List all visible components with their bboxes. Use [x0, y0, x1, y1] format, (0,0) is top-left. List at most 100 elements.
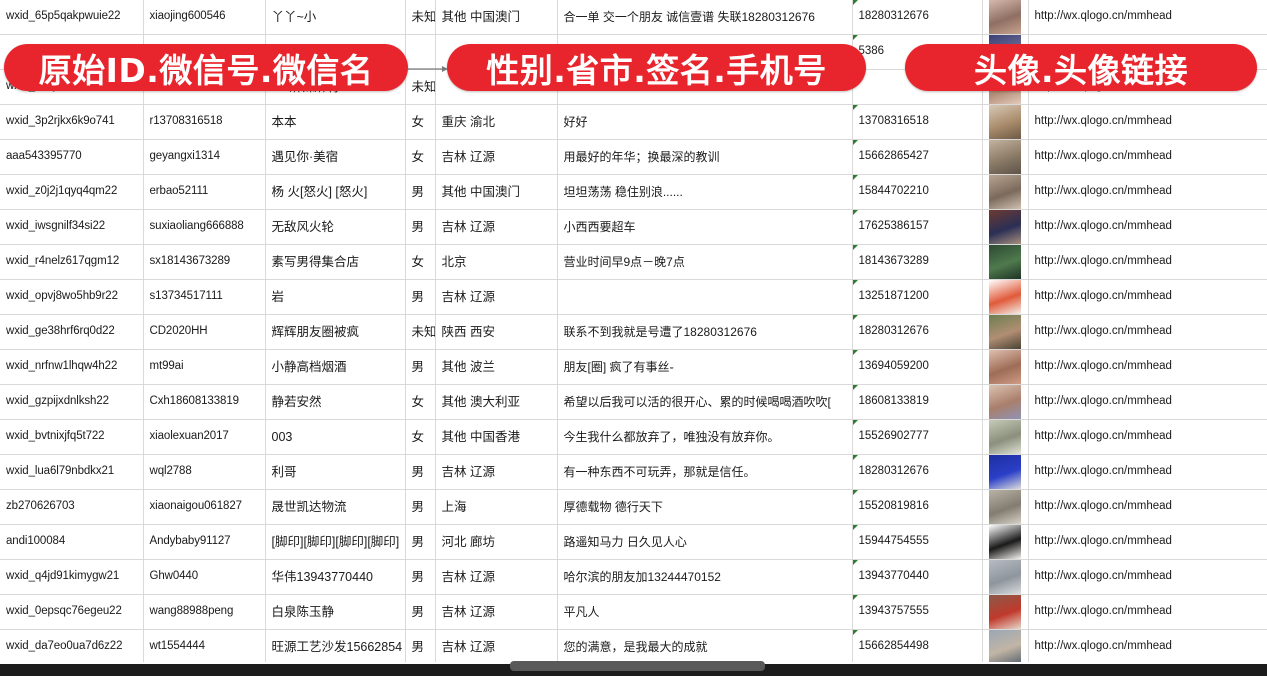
cell-gender[interactable]: 男 [405, 454, 436, 490]
cell-phone[interactable]: 18280312676 [852, 0, 983, 35]
cell-gender[interactable]: 未知 [405, 0, 436, 35]
cell-avatar[interactable] [982, 104, 1029, 140]
cell-url[interactable]: http://wx.qlogo.cn/mmhead [1028, 279, 1267, 315]
cell-wxid[interactable]: mt99ai [143, 349, 266, 385]
table-row[interactable]: wxid_gzpijxdnlksh22 Cxh18608133819 静若安然女其他… [0, 384, 1267, 420]
cell-gender[interactable]: 男 [405, 209, 436, 245]
cell-phone[interactable]: 15662865427 [852, 139, 983, 175]
cell-sign[interactable]: 合一单 交一个朋友 诚信壹谱 失联18280312676 [557, 0, 853, 35]
cell-name[interactable]: 白泉陈玉静 [265, 594, 406, 630]
cell-wxid[interactable]: Ghw0440 [143, 559, 266, 595]
cell-sign[interactable]: 厚德载物 德行天下 [557, 489, 853, 525]
cell-url[interactable]: http://wx.qlogo.cn/mmhead [1028, 209, 1267, 245]
cell-url[interactable]: http://wx.qlogo.cn/mmhead [1028, 419, 1267, 455]
cell-avatar[interactable] [982, 244, 1029, 280]
cell-sign[interactable]: 坦坦荡荡 稳住别浪...... [557, 174, 853, 210]
cell-wxid[interactable]: sx18143673289 [143, 244, 266, 280]
cell-name[interactable]: 丫丫~小 [265, 0, 406, 35]
cell-gender[interactable]: 男 [405, 629, 436, 665]
cell-phone[interactable]: 15844702210 [852, 174, 983, 210]
cell-gender[interactable]: 男 [405, 594, 436, 630]
cell-url[interactable]: http://wx.qlogo.cn/mmhead [1028, 139, 1267, 175]
cell-avatar[interactable] [982, 559, 1029, 595]
table-row[interactable]: wxid_da7eo0ua7d6z22 wt1554444 旺源工艺沙发156628… [0, 629, 1267, 665]
cell-gender[interactable] [405, 34, 436, 70]
cell-gender[interactable]: 男 [405, 559, 436, 595]
cell-region[interactable]: 吉林 辽源 [435, 209, 558, 245]
cell-name[interactable]: 003 [265, 419, 406, 455]
cell-avatar[interactable] [982, 209, 1029, 245]
cell-wxid[interactable]: geyangxi1314 [143, 139, 266, 175]
cell-avatar[interactable] [982, 419, 1029, 455]
cell-sign[interactable]: 小西西要超车 [557, 209, 853, 245]
table-row[interactable]: andi100084 Andybaby91127 [脚印][脚印][脚印][脚印] 男… [0, 524, 1267, 560]
cell-region[interactable]: 吉林 辽源 [435, 454, 558, 490]
cell-gender[interactable]: 女 [405, 384, 436, 420]
cell-sign[interactable]: 路遥知马力 日久见人心 [557, 524, 853, 560]
cell-name[interactable]: 无敌风火轮 [265, 209, 406, 245]
table-row[interactable]: wxid_nrfnw1lhqw4h22 mt99ai 小静高档烟酒男其他 波兰 朋友[… [0, 349, 1267, 385]
cell-phone[interactable]: 17625386157 [852, 209, 983, 245]
cell-name[interactable]: [脚印][脚印][脚印][脚印] [265, 524, 406, 560]
cell-sign[interactable]: 今生我什么都放弃了，唯独没有放弃你。 [557, 419, 853, 455]
cell-region[interactable]: 吉林 辽源 [435, 279, 558, 315]
table-row[interactable]: zb270626703 xiaonaigou061827 晟世凯达物流男上海 厚德载物… [0, 489, 1267, 525]
cell-name[interactable]: 晟世凯达物流 [265, 489, 406, 525]
cell-phone[interactable]: 15520819816 [852, 489, 983, 525]
table-row[interactable]: wxid_bvtnixjfq5t722 xiaolexuan2017 003 女其他 … [0, 419, 1267, 455]
cell-url[interactable]: http://wx.qlogo.cn/mmhead [1028, 174, 1267, 210]
cell-wxid[interactable]: xiaolexuan2017 [143, 419, 266, 455]
horizontal-scrollbar-thumb[interactable] [510, 661, 765, 671]
cell-name[interactable]: 利哥 [265, 454, 406, 490]
cell-origid[interactable]: wxid_r4nelz617qgm12 [0, 244, 144, 280]
cell-sign[interactable]: 用最好的年华；换最深的教训 [557, 139, 853, 175]
cell-phone[interactable]: 18280312676 [852, 454, 983, 490]
cell-origid[interactable]: wxid_opvj8wo5hb9r22 [0, 279, 144, 315]
table-row[interactable]: aaa543395770 geyangxi1314 遇见你·美宿女吉林 辽源 用最好的… [0, 139, 1267, 175]
cell-gender[interactable]: 女 [405, 419, 436, 455]
cell-origid[interactable]: andi100084 [0, 524, 144, 560]
cell-name[interactable]: 静若安然 [265, 384, 406, 420]
cell-avatar[interactable] [982, 349, 1029, 385]
table-row[interactable]: wxid_65p5qakpwuie22 xiaojing600546 丫丫~小 未知其… [0, 0, 1267, 35]
cell-name[interactable]: 岩 [265, 279, 406, 315]
cell-phone[interactable]: 15662854498 [852, 629, 983, 665]
cell-origid[interactable]: wxid_z0j2j1qyq4qm22 [0, 174, 144, 210]
cell-region[interactable]: 其他 波兰 [435, 349, 558, 385]
cell-name[interactable]: 旺源工艺沙发15662854 [265, 629, 406, 665]
cell-phone[interactable]: 13251871200 [852, 279, 983, 315]
cell-url[interactable]: http://wx.qlogo.cn/mmhead [1028, 489, 1267, 525]
cell-sign[interactable]: 营业时间早9点－晚7点 [557, 244, 853, 280]
cell-avatar[interactable] [982, 384, 1029, 420]
cell-region[interactable]: 其他 中国澳门 [435, 0, 558, 35]
cell-url[interactable]: http://wx.qlogo.cn/mmhead [1028, 104, 1267, 140]
cell-avatar[interactable] [982, 0, 1029, 35]
cell-avatar[interactable] [982, 454, 1029, 490]
table-row[interactable]: wxid_0epsqc76egeu22 wang88988peng 白泉陈玉静男吉林… [0, 594, 1267, 630]
cell-sign[interactable]: 平凡人 [557, 594, 853, 630]
cell-avatar[interactable] [982, 314, 1029, 350]
cell-origid[interactable]: wxid_da7eo0ua7d6z22 [0, 629, 144, 665]
cell-sign[interactable] [557, 279, 853, 315]
cell-region[interactable]: 吉林 辽源 [435, 559, 558, 595]
cell-url[interactable]: http://wx.qlogo.cn/mmhead [1028, 244, 1267, 280]
cell-gender[interactable]: 女 [405, 139, 436, 175]
cell-phone[interactable]: 13943757555 [852, 594, 983, 630]
cell-wxid[interactable]: wt1554444 [143, 629, 266, 665]
table-row[interactable]: wxid_iwsgnilf34si22 suxiaoliang666888 无敌风火… [0, 209, 1267, 245]
cell-origid[interactable]: wxid_gzpijxdnlksh22 [0, 384, 144, 420]
cell-phone[interactable]: 13694059200 [852, 349, 983, 385]
cell-url[interactable]: http://wx.qlogo.cn/mmhead [1028, 629, 1267, 665]
cell-phone[interactable]: 18608133819 [852, 384, 983, 420]
cell-region[interactable]: 吉林 辽源 [435, 594, 558, 630]
cell-region[interactable]: 吉林 辽源 [435, 139, 558, 175]
cell-origid[interactable]: wxid_ge38hrf6rq0d22 [0, 314, 144, 350]
cell-origid[interactable]: wxid_q4jd91kimygw21 [0, 559, 144, 595]
cell-avatar[interactable] [982, 279, 1029, 315]
cell-phone[interactable]: 13943770440 [852, 559, 983, 595]
cell-wxid[interactable]: xiaonaigou061827 [143, 489, 266, 525]
cell-name[interactable]: 素写男得集合店 [265, 244, 406, 280]
cell-region[interactable]: 其他 中国澳门 [435, 174, 558, 210]
